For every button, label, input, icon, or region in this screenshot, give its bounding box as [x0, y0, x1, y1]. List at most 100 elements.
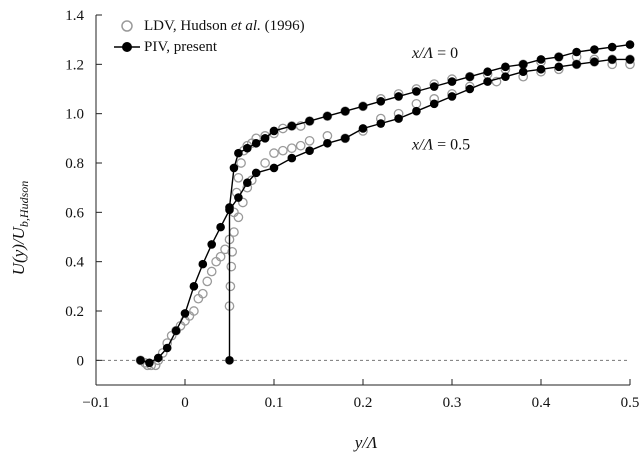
ldv-point — [226, 261, 237, 272]
piv-point — [269, 126, 279, 136]
x-tick-label: 0.3 — [443, 395, 462, 411]
ldv-point — [236, 158, 246, 168]
piv-point — [171, 326, 181, 336]
piv-point — [358, 101, 368, 111]
ldv-point — [238, 197, 248, 208]
piv-point — [340, 134, 350, 143]
y-tick-label: 0.8 — [65, 156, 84, 172]
x-tick-label: 0.1 — [265, 395, 284, 411]
piv-point — [465, 72, 475, 81]
ldv-point — [157, 348, 168, 358]
piv-point — [305, 116, 314, 126]
y-tick-label: 1.0 — [65, 107, 84, 123]
piv-point — [501, 62, 510, 72]
piv-point — [518, 67, 528, 77]
legend-ldv-suffix: (1996) — [261, 18, 305, 34]
piv-point — [590, 57, 599, 67]
piv-point — [260, 134, 270, 143]
y-tick-label: 0.4 — [65, 255, 84, 271]
piv-point — [154, 353, 163, 363]
y-tick-label: 0.2 — [65, 304, 84, 320]
ldv-point — [193, 293, 204, 304]
ldv-point — [197, 288, 208, 299]
legend-ldv-label: LDV, Hudson et al. (1996) — [144, 18, 305, 34]
piv-curve-line — [140, 58, 630, 364]
ldv-point — [491, 76, 502, 87]
ldv-point — [304, 135, 315, 146]
annotation-upper-curve: x/Λ = 0 — [411, 45, 458, 62]
annotation-lower-var: x/Λ — [411, 136, 434, 153]
ldv-point — [295, 121, 306, 131]
piv-point — [162, 343, 172, 353]
piv-point — [447, 77, 457, 86]
ldv-point — [411, 98, 422, 109]
ldv-point — [269, 148, 279, 158]
piv-point — [607, 42, 617, 52]
x-tick-label: 0 — [181, 395, 189, 411]
ldv-point — [286, 143, 297, 154]
piv-point — [607, 55, 617, 64]
piv-point — [447, 92, 457, 101]
piv-point — [145, 358, 154, 368]
piv-point — [189, 282, 199, 291]
piv-point — [376, 119, 386, 128]
legend-ldv-prefix: LDV, Hudson — [144, 18, 231, 34]
y-axis-label-subscript: b,Hudson — [17, 181, 31, 227]
ldv-point — [202, 276, 213, 287]
piv-point — [394, 114, 403, 123]
piv-point — [483, 67, 492, 77]
y-tick-label: 0 — [77, 353, 85, 369]
legend-piv-marker — [122, 42, 132, 52]
piv-point — [323, 111, 332, 121]
piv-point — [243, 143, 252, 153]
ldv-point — [278, 145, 288, 156]
piv-point — [269, 163, 279, 173]
piv-point — [229, 163, 239, 173]
piv-point — [251, 138, 261, 148]
x-tick-label: 0.4 — [532, 395, 551, 411]
piv-point — [358, 124, 368, 133]
x-tick-label: 0.2 — [354, 395, 373, 411]
annotation-lower-val: = 0.5 — [433, 136, 470, 153]
ldv-point — [322, 131, 333, 141]
y-tick-label: 0.6 — [65, 205, 84, 221]
piv-point — [180, 309, 190, 318]
piv-point — [394, 92, 403, 101]
x-tick-label: −0.1 — [82, 395, 109, 411]
piv-point — [572, 47, 581, 57]
ldv-point — [295, 140, 306, 151]
piv-point — [483, 77, 492, 86]
piv-point — [207, 240, 216, 249]
y-tick-label: 1.4 — [65, 8, 84, 24]
piv-curve-line — [228, 43, 631, 361]
piv-point — [501, 72, 510, 81]
x-ticks: −0.1 0 0.1 0.2 0.3 0.4 0.5 — [82, 379, 639, 411]
piv-point — [234, 148, 243, 158]
piv-point — [518, 60, 528, 69]
x-axis-label: y/Λ — [353, 433, 378, 452]
y-axis-label: U(y)/Ub,Hudson — [9, 181, 31, 276]
piv-point — [305, 146, 314, 155]
legend-ldv-marker — [121, 20, 133, 32]
piv-point — [572, 60, 581, 69]
piv-point — [625, 55, 635, 64]
piv-point — [287, 121, 297, 131]
ldv-point — [260, 158, 270, 168]
piv-point — [323, 138, 332, 148]
ldv-point — [278, 123, 288, 134]
piv-point — [234, 193, 243, 202]
x-tick-label: 0.5 — [621, 395, 640, 411]
y-axis-label-main: U(y)/U — [9, 225, 28, 275]
piv-point — [225, 356, 234, 365]
ldv-point — [233, 172, 244, 183]
ldv-point — [215, 251, 226, 262]
piv-point — [465, 84, 475, 94]
piv-point — [412, 106, 421, 116]
piv-series — [136, 40, 635, 368]
piv-point — [625, 40, 635, 49]
piv-point — [225, 205, 234, 215]
piv-point — [429, 99, 439, 109]
piv-point — [412, 87, 421, 96]
piv-point — [376, 97, 386, 106]
